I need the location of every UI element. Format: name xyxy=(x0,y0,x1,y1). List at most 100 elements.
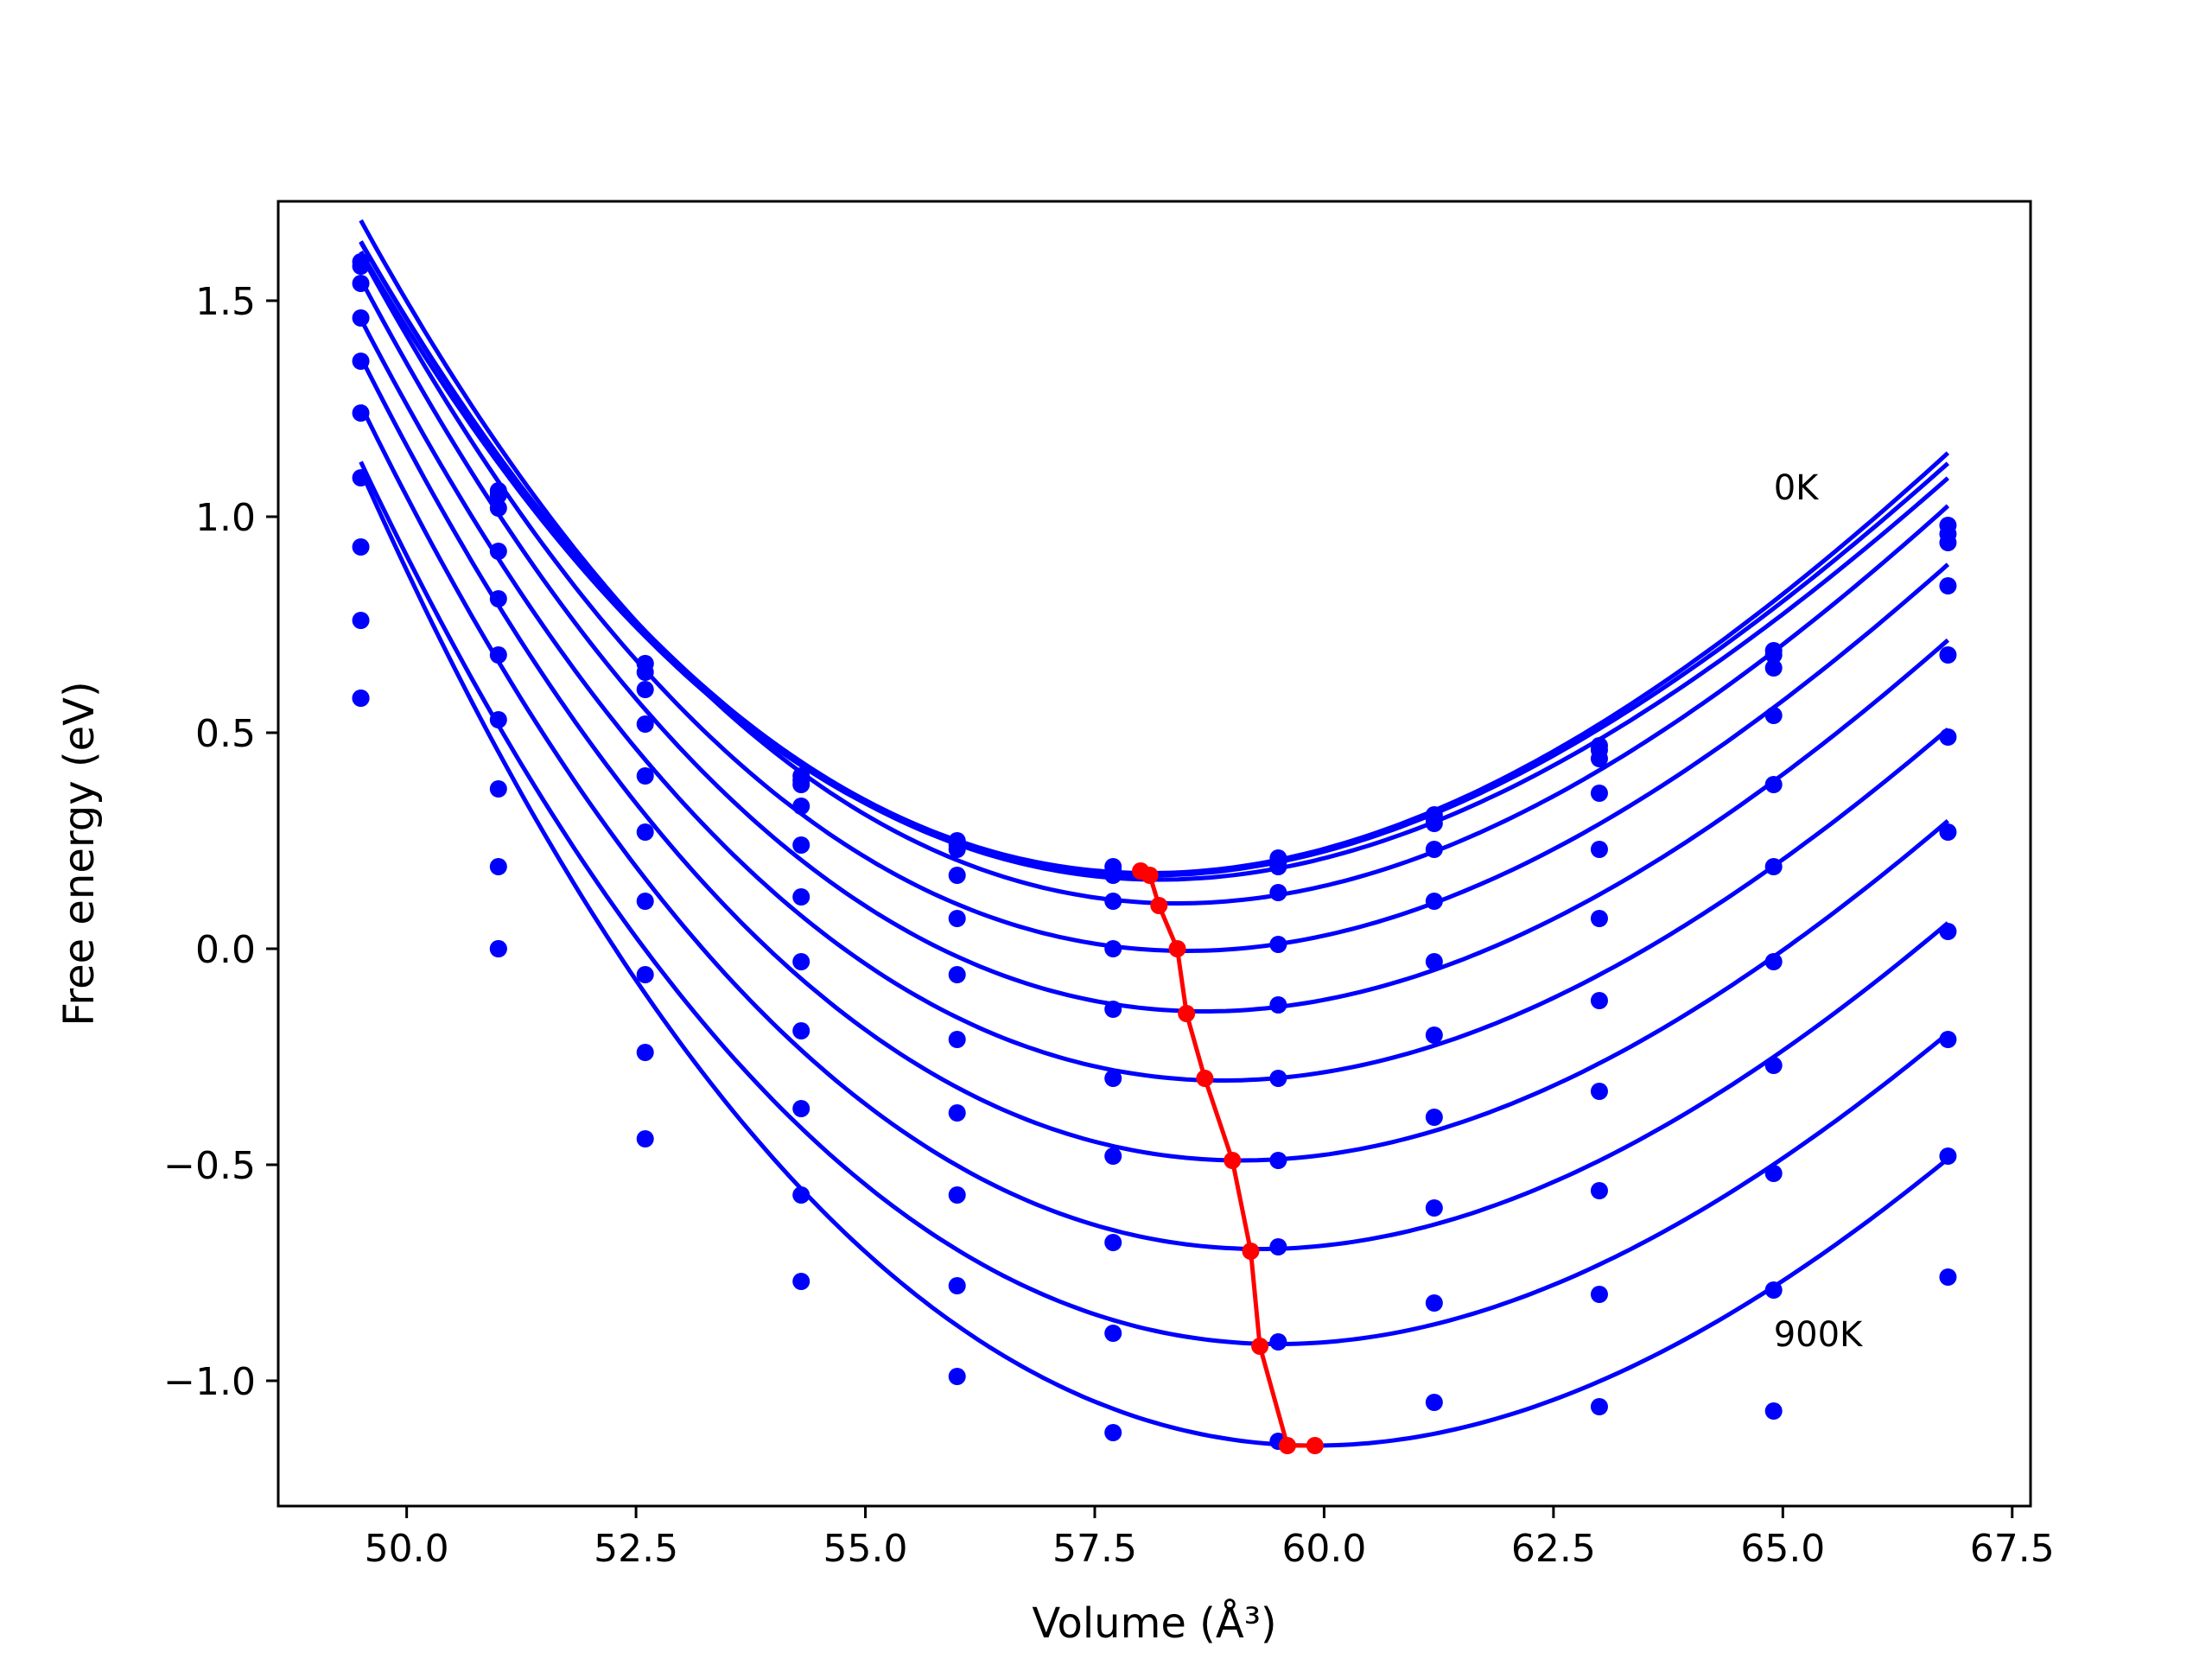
data-point xyxy=(1104,1325,1122,1342)
x-axis-label: Volume (Å³) xyxy=(1032,1599,1276,1648)
x-tick-label: 65.0 xyxy=(1740,1527,1825,1571)
data-point xyxy=(1939,823,1957,841)
data-point xyxy=(489,486,507,504)
data-point xyxy=(1590,910,1608,927)
data-point xyxy=(636,893,654,910)
data-point xyxy=(636,823,654,841)
data-point xyxy=(1104,867,1122,884)
data-point xyxy=(792,1186,810,1204)
data-point xyxy=(489,858,507,875)
minimum-point xyxy=(1141,867,1159,884)
fit-curve-8 xyxy=(359,404,1950,1251)
data-point xyxy=(792,1022,810,1039)
x-tick-label: 57.5 xyxy=(1052,1527,1137,1571)
minimum-point xyxy=(1278,1437,1296,1454)
data-point xyxy=(1425,841,1443,858)
data-point xyxy=(1939,1031,1957,1048)
minimum-path xyxy=(1132,862,1324,1454)
fit-curve-2 xyxy=(359,241,1950,882)
minimum-point xyxy=(1251,1338,1269,1355)
y-tick-label: 0.5 xyxy=(195,712,256,756)
data-point xyxy=(352,275,370,292)
fit-curve-0 xyxy=(359,240,1950,875)
minimum-point xyxy=(1224,1152,1242,1169)
data-point xyxy=(636,767,654,785)
data-point xyxy=(352,538,370,556)
data-point xyxy=(1939,1268,1957,1286)
data-point xyxy=(1590,1083,1608,1100)
data-point xyxy=(1104,893,1122,910)
fit-curve-6 xyxy=(359,317,1950,1083)
data-point xyxy=(352,469,370,486)
data-point xyxy=(1939,728,1957,746)
data-point xyxy=(489,646,507,664)
data-point xyxy=(1269,884,1287,901)
minimum-point xyxy=(1150,897,1168,914)
data-point xyxy=(1939,923,1957,940)
data-point xyxy=(1425,815,1443,832)
data-point xyxy=(636,966,654,983)
data-point xyxy=(352,404,370,422)
data-point xyxy=(352,353,370,370)
data-point xyxy=(948,1031,966,1048)
data-point xyxy=(1939,646,1957,664)
x-tick-label: 62.5 xyxy=(1511,1527,1596,1571)
fit-curve-9 xyxy=(359,461,1950,1346)
data-point xyxy=(948,841,966,858)
x-tick-label: 55.0 xyxy=(823,1527,908,1571)
data-point xyxy=(1590,1182,1608,1199)
data-point xyxy=(1764,1057,1783,1074)
data-point xyxy=(1425,1199,1443,1217)
annotation-label: 0K xyxy=(1774,468,1820,508)
data-point xyxy=(948,867,966,884)
data-point xyxy=(1939,577,1957,594)
fit-curve-5 xyxy=(359,278,1950,1014)
y-tick-label: 1.0 xyxy=(195,496,256,540)
data-point xyxy=(1764,1281,1783,1299)
minimum-point xyxy=(1306,1437,1324,1454)
data-point xyxy=(489,711,507,728)
y-axis-ticks: −1.0 −0.5 0.0 0.5 1.0 1.5 xyxy=(163,280,278,1404)
x-tick-label: 67.5 xyxy=(1970,1527,2055,1571)
data-point xyxy=(1425,893,1443,910)
data-point xyxy=(1104,1001,1122,1018)
data-point xyxy=(352,690,370,707)
data-point xyxy=(489,940,507,957)
data-point xyxy=(1590,992,1608,1009)
data-point xyxy=(1764,1165,1783,1182)
minimum-point xyxy=(1242,1243,1260,1260)
data-point xyxy=(1590,1286,1608,1303)
data-point xyxy=(636,1130,654,1147)
data-point xyxy=(1590,1398,1608,1415)
data-point xyxy=(1764,1402,1783,1420)
data-point xyxy=(1104,1147,1122,1165)
data-point xyxy=(1764,646,1783,664)
fitted-curves xyxy=(359,219,1950,1448)
data-point xyxy=(1269,858,1287,875)
minimum-point xyxy=(1178,1005,1196,1022)
data-point xyxy=(1590,785,1608,802)
data-point xyxy=(1269,996,1287,1014)
data-point xyxy=(948,910,966,927)
data-point xyxy=(1269,936,1287,953)
fit-curve-7 xyxy=(359,355,1950,1163)
data-point xyxy=(1269,1070,1287,1087)
fit-curve-10 xyxy=(359,469,1949,1448)
minimum-point xyxy=(1168,940,1186,957)
x-tick-label: 50.0 xyxy=(365,1527,449,1571)
data-point xyxy=(636,715,654,733)
data-point xyxy=(792,888,810,906)
x-axis-ticks: 50.0 52.5 55.0 57.5 60.0 62.5 65.0 67.5 xyxy=(365,1506,2055,1571)
data-point xyxy=(1104,1234,1122,1251)
data-point xyxy=(948,1277,966,1294)
minimum-point xyxy=(1196,1070,1214,1087)
annotation-label: 900K xyxy=(1774,1315,1864,1355)
data-point xyxy=(1425,1109,1443,1126)
data-point xyxy=(792,1273,810,1290)
data-point xyxy=(352,309,370,327)
data-point xyxy=(792,776,810,793)
data-point xyxy=(1764,659,1783,677)
data-point xyxy=(489,780,507,798)
data-point xyxy=(948,1368,966,1385)
